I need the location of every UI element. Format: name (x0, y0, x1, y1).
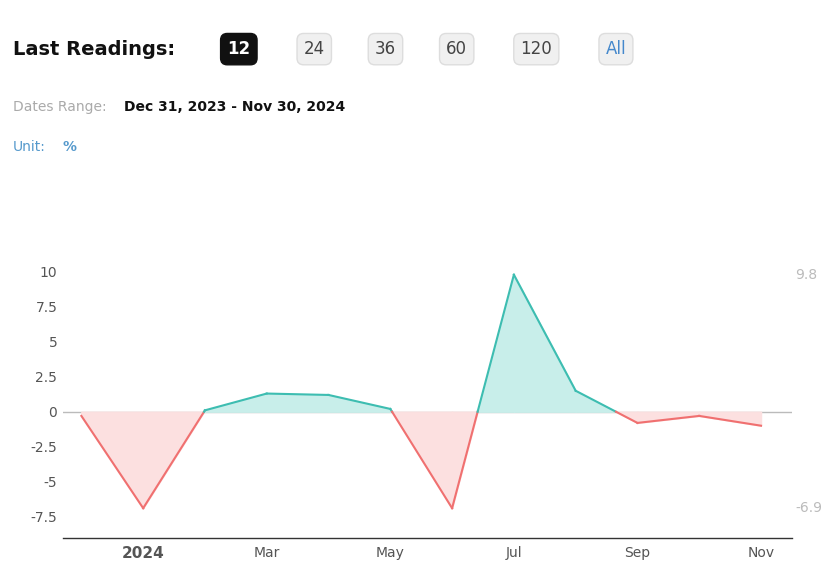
Text: 120: 120 (520, 40, 552, 58)
Text: Dates Range:: Dates Range: (13, 100, 106, 114)
Text: 9.8: 9.8 (795, 268, 818, 281)
Text: 24: 24 (303, 40, 325, 58)
Text: Last Readings:: Last Readings: (13, 40, 174, 58)
Text: 12: 12 (227, 40, 251, 58)
Text: 60: 60 (446, 40, 468, 58)
Text: -6.9: -6.9 (795, 501, 823, 515)
Text: 36: 36 (375, 40, 396, 58)
Text: All: All (606, 40, 626, 58)
Text: %: % (63, 140, 77, 154)
Text: Dec 31, 2023 - Nov 30, 2024: Dec 31, 2023 - Nov 30, 2024 (124, 100, 345, 114)
Text: Unit:: Unit: (13, 140, 45, 154)
